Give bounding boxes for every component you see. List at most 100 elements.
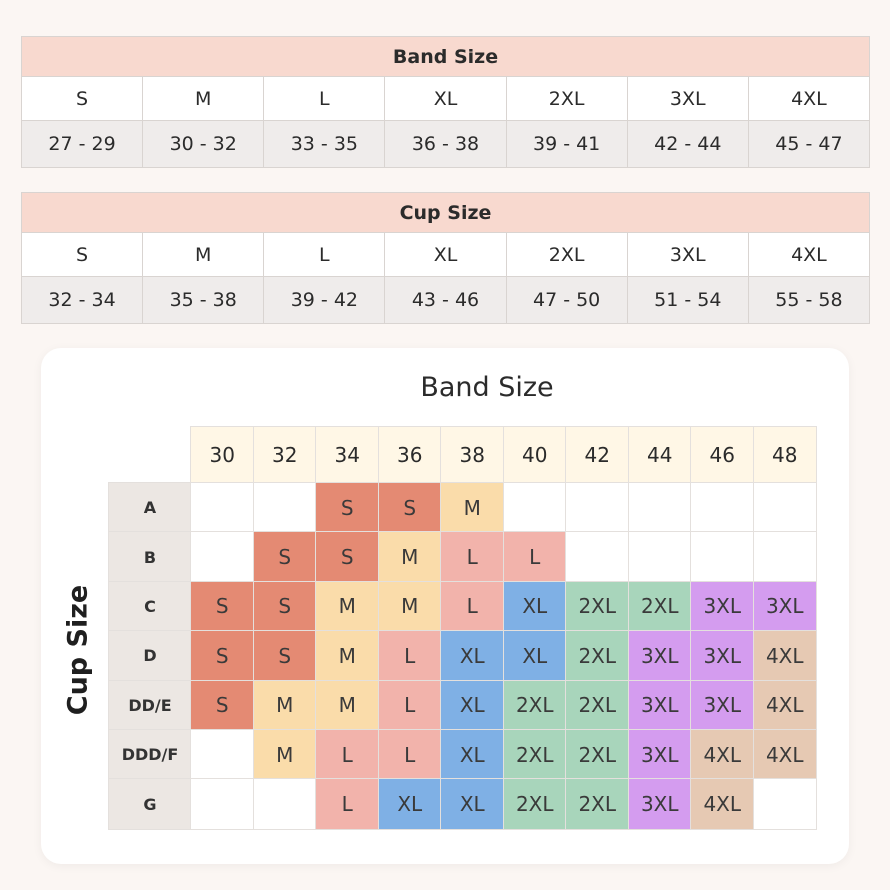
size-cell: 3XL	[690, 630, 754, 682]
band-size-label: XL	[384, 76, 507, 121]
size-cell: 2XL	[503, 778, 567, 830]
band-size-table-title: Band Size	[21, 36, 870, 77]
size-cell: M	[315, 581, 379, 632]
size-cell: S	[253, 531, 317, 583]
cup-size-range: 43 - 46	[384, 276, 507, 324]
empty-cell	[190, 729, 254, 780]
empty-cell	[690, 482, 754, 533]
cup-size-label: 3XL	[626, 232, 749, 277]
cup-row-header: DDD/F	[108, 729, 192, 780]
size-cell: XL	[503, 581, 567, 632]
band-size-label: M	[142, 76, 265, 121]
band-size-table: Band Size S M L XL 2XL 3XL 4XL 27 - 29 3…	[20, 36, 871, 168]
cup-size-label: L	[263, 232, 386, 277]
band-size-range: 45 - 47	[747, 120, 871, 168]
band-column-header: 44	[628, 426, 692, 484]
empty-cell	[253, 778, 317, 830]
size-cell: S	[253, 630, 317, 682]
empty-cell	[690, 531, 754, 583]
size-chart-grid: 30 32 34 36 38 40 42 44 46 48 A S S M B S S M L L C S S M M L XL 2X…	[108, 426, 817, 830]
size-cell: 2XL	[565, 778, 629, 830]
size-cell: S	[190, 581, 254, 632]
size-cell: XL	[440, 778, 504, 830]
size-cell: 2XL	[565, 630, 629, 682]
empty-cell	[628, 531, 692, 583]
size-cell: 4XL	[753, 729, 817, 780]
size-cell: 3XL	[628, 778, 692, 830]
band-column-header: 42	[565, 426, 629, 484]
band-size-label: S	[20, 76, 144, 121]
cup-size-label: M	[142, 232, 265, 277]
grid-corner	[109, 427, 191, 483]
cup-size-range: 47 - 50	[505, 276, 628, 324]
band-size-range: 36 - 38	[384, 120, 507, 168]
cup-row-header: B	[108, 531, 192, 583]
size-cell: S	[253, 581, 317, 632]
cup-size-range: 32 - 34	[20, 276, 144, 324]
size-cell: M	[315, 630, 379, 682]
empty-cell	[190, 482, 254, 533]
size-cell: XL	[378, 778, 442, 830]
empty-cell	[565, 482, 629, 533]
band-size-range: 42 - 44	[626, 120, 749, 168]
size-cell: 2XL	[503, 680, 567, 731]
size-cell: L	[440, 581, 504, 632]
size-cell: 2XL	[503, 729, 567, 780]
band-column-header: 30	[190, 426, 254, 484]
size-cell: M	[253, 729, 317, 780]
empty-cell	[753, 482, 817, 533]
band-size-label: 3XL	[626, 76, 749, 121]
empty-cell	[190, 531, 254, 583]
size-cell: 3XL	[628, 729, 692, 780]
size-cell: 4XL	[753, 680, 817, 731]
band-column-header: 38	[440, 426, 504, 484]
size-cell: 4XL	[690, 778, 754, 830]
empty-cell	[753, 531, 817, 583]
size-cell: L	[503, 531, 567, 583]
chart-y-title: Cup Size	[62, 584, 94, 716]
size-cell: 2XL	[565, 581, 629, 632]
size-cell: 3XL	[628, 630, 692, 682]
cup-size-table-title: Cup Size	[21, 192, 870, 233]
size-cell: L	[315, 778, 379, 830]
cup-size-range: 39 - 42	[263, 276, 386, 324]
size-cell: L	[378, 680, 442, 731]
size-cell: S	[190, 630, 254, 682]
size-cell: 3XL	[628, 680, 692, 731]
cup-row-header: G	[108, 778, 192, 830]
size-cell: S	[315, 482, 379, 533]
cup-size-label: S	[20, 232, 144, 277]
size-cell: 2XL	[565, 729, 629, 780]
size-cell: M	[440, 482, 504, 533]
cup-size-table: Cup Size S M L XL 2XL 3XL 4XL 32 - 34 35…	[20, 192, 871, 324]
band-column-header: 36	[378, 426, 442, 484]
size-cell: L	[378, 729, 442, 780]
size-cell: M	[253, 680, 317, 731]
size-cell: XL	[440, 630, 504, 682]
size-cell: XL	[440, 680, 504, 731]
empty-cell	[565, 531, 629, 583]
size-cell: S	[378, 482, 442, 533]
cup-row-header: C	[108, 581, 192, 632]
size-cell: M	[378, 581, 442, 632]
band-column-header: 46	[690, 426, 754, 484]
size-cell: L	[315, 729, 379, 780]
empty-cell	[190, 778, 254, 830]
cup-size-range: 55 - 58	[747, 276, 871, 324]
size-cell: 3XL	[690, 680, 754, 731]
size-cell: 3XL	[753, 581, 817, 632]
empty-cell	[503, 482, 567, 533]
size-cell: S	[190, 680, 254, 731]
size-cell: 2XL	[565, 680, 629, 731]
band-size-range: 33 - 35	[263, 120, 386, 168]
band-size-range: 27 - 29	[20, 120, 144, 168]
cup-row-header: D	[108, 630, 192, 682]
chart-title: Band Size	[420, 372, 554, 403]
size-cell: M	[315, 680, 379, 731]
cup-size-range: 51 - 54	[626, 276, 749, 324]
size-cell: XL	[503, 630, 567, 682]
band-column-header: 48	[753, 426, 817, 484]
band-column-header: 40	[503, 426, 567, 484]
size-cell: 2XL	[628, 581, 692, 632]
band-size-label: 4XL	[747, 76, 871, 121]
